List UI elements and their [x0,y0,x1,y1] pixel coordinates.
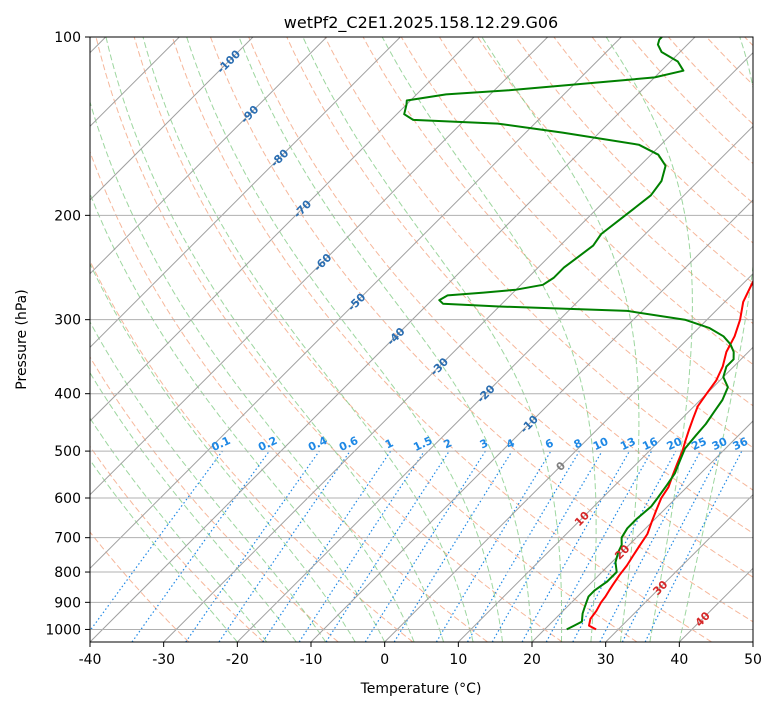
x-tick-label: 20 [523,652,541,668]
x-tick-label: 50 [744,652,762,668]
x-tick-label: -20 [226,652,249,668]
y-axis-title: Pressure (hPa) [14,289,30,389]
y-tick-label: 700 [54,531,81,547]
y-tick-label: 100 [54,30,81,46]
x-tick-label: 40 [670,652,688,668]
y-tick-label: 200 [54,208,81,224]
y-tick-label: 900 [54,595,81,611]
x-tick-label: -40 [79,652,102,668]
x-tick-label: 10 [449,652,467,668]
chart-title: wetPf2_C2E1.2025.158.12.29.G06 [284,13,558,33]
y-tick-label: 800 [54,565,81,581]
x-tick-label: -30 [152,652,175,668]
y-tick-label: 1000 [45,622,81,638]
y-tick-label: 300 [54,313,81,329]
y-tick-label: 400 [54,387,81,403]
x-tick-label: 0 [380,652,389,668]
y-tick-label: 500 [54,444,81,460]
x-tick-label: 30 [597,652,615,668]
y-tick-label: 600 [54,491,81,507]
x-tick-label: -10 [300,652,323,668]
x-axis-title: Temperature (°C) [360,681,482,697]
